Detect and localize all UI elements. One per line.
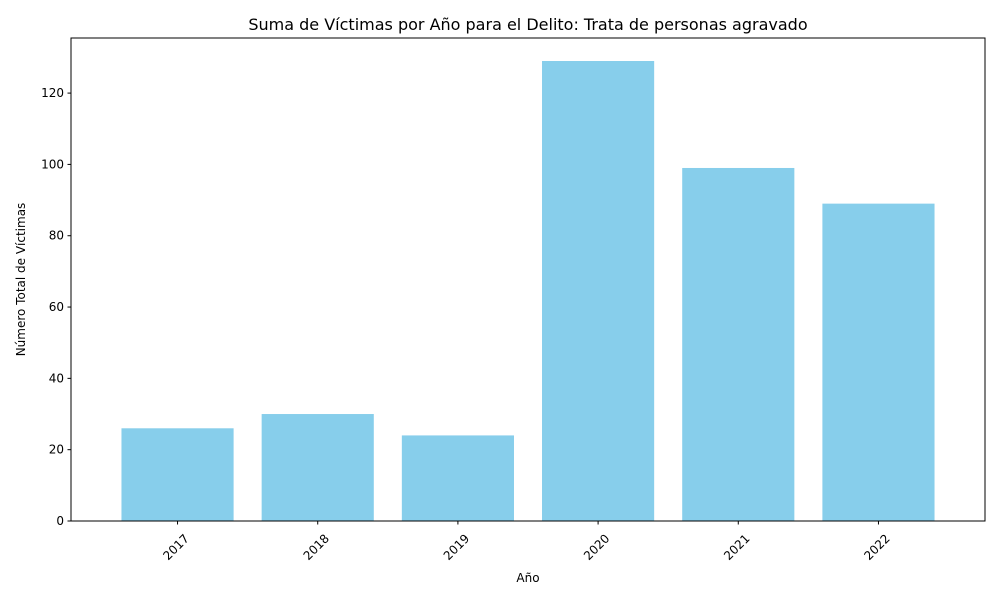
y-tick-label: 120 — [41, 86, 64, 100]
bars-group — [121, 61, 935, 521]
bar-2022 — [822, 203, 935, 521]
y-tick-label: 100 — [41, 157, 64, 171]
bar-2020 — [542, 61, 655, 521]
plot-area: 0 20 40 60 80 100 120 2017 2018 2019 2020 2021 2022 — [41, 37, 986, 563]
bar-2017 — [121, 428, 234, 521]
bar-2018 — [261, 414, 374, 521]
y-tick-label: 60 — [49, 300, 64, 314]
y-tick-label: 40 — [49, 371, 64, 385]
bar-2021 — [682, 167, 795, 521]
x-tick-label-2018: 2018 — [301, 531, 332, 562]
x-tick-label-2021: 2021 — [721, 531, 752, 562]
y-tick-label: 20 — [49, 443, 64, 457]
chart-title: Suma de Víctimas por Año para el Delito:… — [248, 15, 807, 34]
plot-frame — [70, 37, 986, 522]
x-tick-label-2020: 2020 — [581, 531, 612, 562]
y-axis-ticks: 0 20 40 60 80 100 120 — [41, 86, 71, 528]
y-axis-label: Número Total de Víctimas — [14, 203, 28, 357]
x-axis-ticks: 2017 2018 2019 2020 2021 2022 — [160, 521, 893, 563]
x-axis-label: Año — [516, 571, 539, 585]
y-tick-label: 80 — [49, 229, 64, 243]
x-tick-label-2017: 2017 — [160, 531, 191, 562]
x-tick-label-2022: 2022 — [861, 531, 892, 562]
y-tick-label: 0 — [56, 514, 64, 528]
x-tick-label-2019: 2019 — [441, 531, 472, 562]
bar-2019 — [401, 435, 514, 521]
